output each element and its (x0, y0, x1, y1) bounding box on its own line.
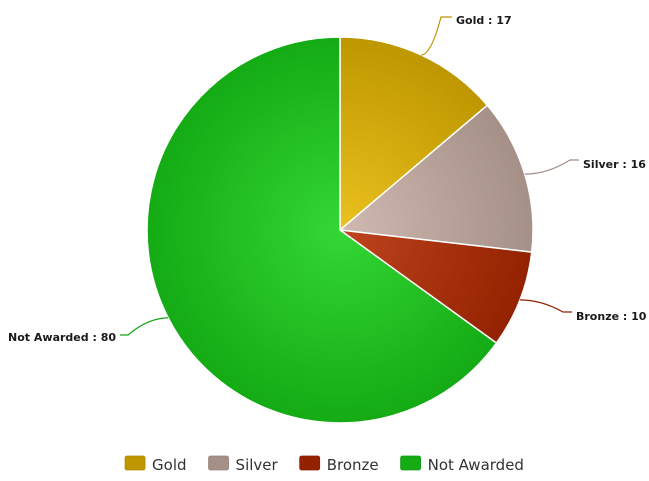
legend-label-gold: Gold (152, 456, 187, 474)
data-label-not-awarded: Not Awarded : 80 (8, 331, 116, 344)
legend-label-bronze: Bronze (327, 456, 379, 474)
legend-swatch-bronze (299, 455, 321, 471)
legend-swatch-gold (124, 455, 146, 471)
legend-swatch-silver (208, 455, 229, 471)
connector-gold (421, 16, 452, 56)
legend-label-silver: Silver (236, 456, 279, 474)
label-connectors (120, 16, 579, 336)
pie-slice-not-awarded[interactable] (146, 36, 498, 424)
connector-bronze (519, 299, 572, 313)
connector-not-awarded (120, 317, 169, 336)
pie-slices (146, 36, 534, 424)
data-label-bronze: Bronze : 10 (576, 310, 647, 323)
legend-swatch-not-awarded (400, 455, 422, 471)
legend-item-bronze[interactable]: Bronze (299, 455, 379, 474)
legend-item-silver[interactable]: Silver (208, 455, 279, 474)
legend: Gold Silver Bronze Not Awarded (124, 455, 524, 474)
pie-slice-gold[interactable] (339, 36, 489, 232)
data-label-gold: Gold : 17 (456, 14, 512, 27)
legend-item-gold[interactable]: Gold (124, 455, 187, 474)
slice-labels: Gold : 17 Silver : 16 Bronze : 10 Not Award… (8, 14, 647, 344)
legend-label-not-awarded: Not Awarded (428, 456, 524, 474)
data-label-silver: Silver : 16 (583, 158, 646, 171)
pie-slice-bronze[interactable] (337, 228, 533, 345)
connector-silver (524, 159, 579, 175)
legend-item-not-awarded[interactable]: Not Awarded (400, 455, 524, 474)
